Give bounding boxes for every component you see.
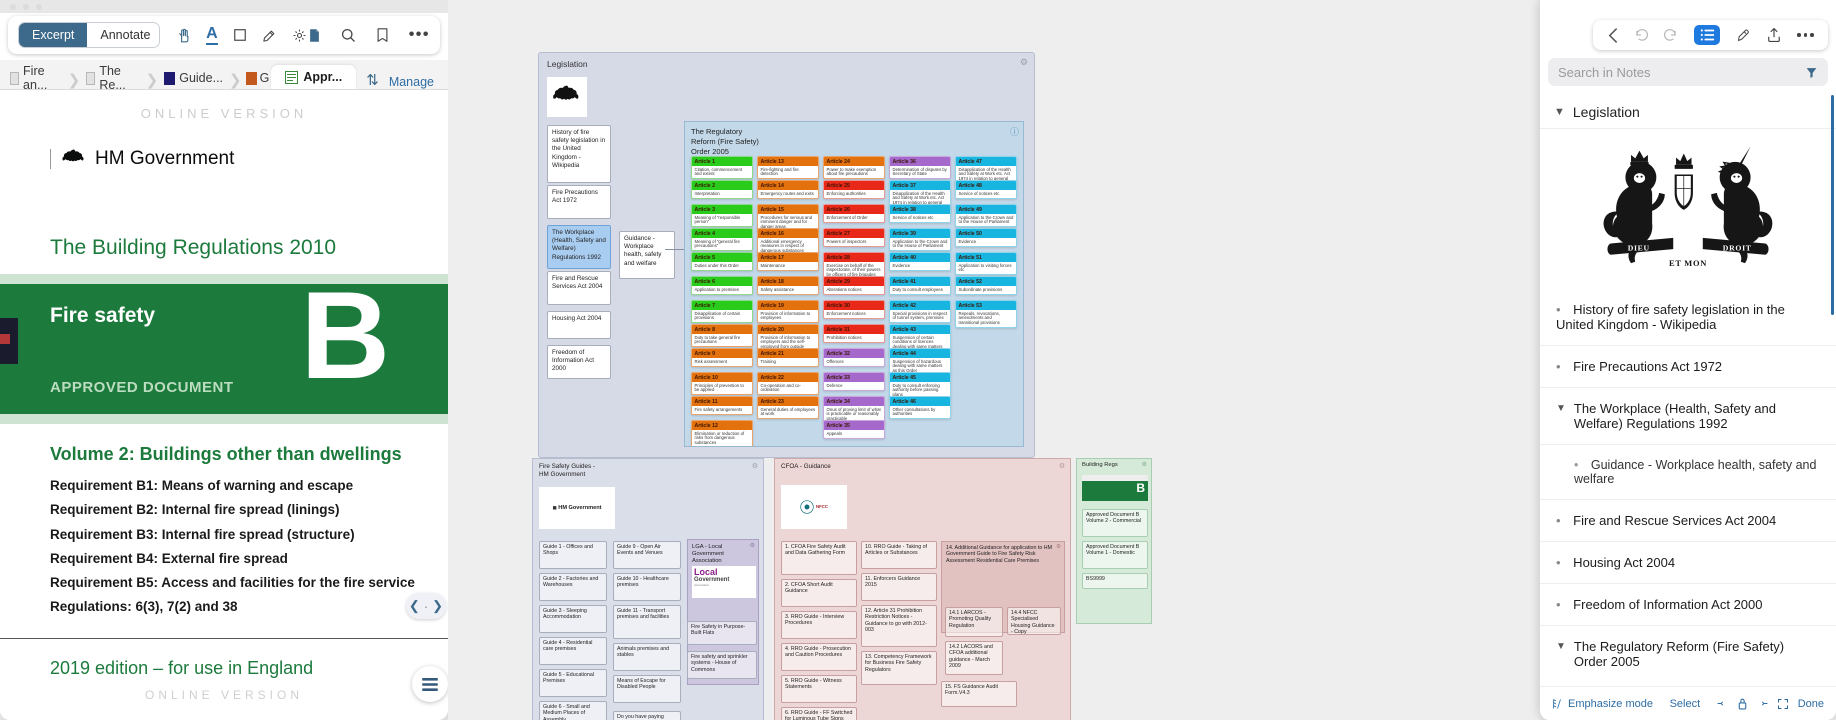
svg-text:DROIT: DROIT	[1723, 243, 1752, 252]
svg-text:ET MON: ET MON	[1669, 258, 1707, 268]
svg-text:DIEU: DIEU	[1628, 243, 1650, 252]
